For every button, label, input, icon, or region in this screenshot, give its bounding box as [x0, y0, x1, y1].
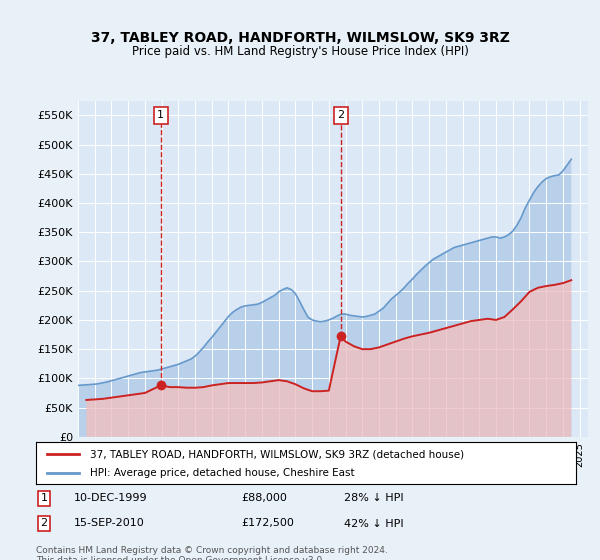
Text: HPI: Average price, detached house, Cheshire East: HPI: Average price, detached house, Ches…: [90, 468, 355, 478]
Text: 37, TABLEY ROAD, HANDFORTH, WILMSLOW, SK9 3RZ: 37, TABLEY ROAD, HANDFORTH, WILMSLOW, SK…: [91, 31, 509, 45]
Text: 42% ↓ HPI: 42% ↓ HPI: [344, 519, 403, 529]
Text: 37, TABLEY ROAD, HANDFORTH, WILMSLOW, SK9 3RZ (detached house): 37, TABLEY ROAD, HANDFORTH, WILMSLOW, SK…: [90, 449, 464, 459]
Text: 28% ↓ HPI: 28% ↓ HPI: [344, 493, 403, 503]
Text: 1: 1: [157, 110, 164, 120]
Text: Contains HM Land Registry data © Crown copyright and database right 2024.
This d: Contains HM Land Registry data © Crown c…: [36, 546, 388, 560]
Text: 2: 2: [337, 110, 344, 120]
Text: 15-SEP-2010: 15-SEP-2010: [74, 519, 145, 529]
Text: 10-DEC-1999: 10-DEC-1999: [74, 493, 148, 503]
Text: 1: 1: [41, 493, 47, 503]
Text: 2: 2: [41, 519, 47, 529]
Text: £172,500: £172,500: [241, 519, 294, 529]
Text: £88,000: £88,000: [241, 493, 287, 503]
Text: Price paid vs. HM Land Registry's House Price Index (HPI): Price paid vs. HM Land Registry's House …: [131, 45, 469, 58]
